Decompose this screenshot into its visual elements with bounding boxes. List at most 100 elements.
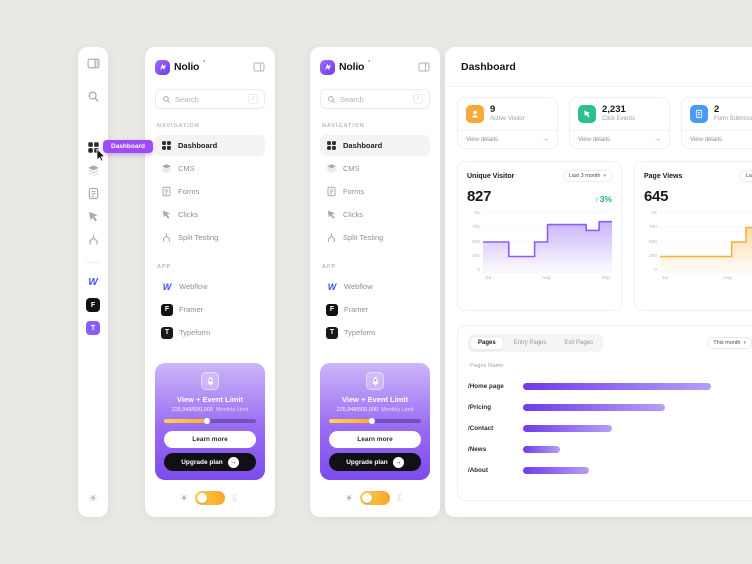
card-title: Page Views [644,172,683,180]
moon-icon: ☾ [232,492,241,503]
sidebar-item-forms[interactable]: Forms [155,181,265,202]
stat-card-click-events: 2,231 Click Events View details → [569,97,670,149]
theme-sun-icon[interactable]: ☀ [88,493,98,505]
bar [523,467,590,474]
sun-icon: ☀ [344,492,353,503]
app-section-label: APP [322,264,337,270]
clicks-icon[interactable] [87,210,100,223]
sidebar-item-dashboard[interactable]: Dashboard [320,135,430,156]
sidebar-item-clicks[interactable]: Clicks [155,204,265,225]
y-axis: 1K 750 500 250 0 [471,211,480,273]
theme-toggle[interactable] [360,491,390,505]
collapse-sidebar-icon[interactable] [418,61,430,73]
search-icon [328,95,336,103]
stats-row: 9 Active Visitor View details → 2,231 Cl… [445,87,752,149]
pages-panel: Pages Entry Pages Exit Pages This month … [457,325,752,501]
view-details-link[interactable]: View details → [682,130,752,148]
sidebar-expanded: Nolio ° Search / NAVIGATION Dashboard CMS… [310,47,440,517]
search-input[interactable]: Search / [320,89,430,109]
unique-visitor-chart [483,211,612,273]
collapsed-sidebar: W F T ☀ [78,47,108,517]
tab-exit-pages[interactable]: Exit Pages [564,340,594,346]
collapse-sidebar-icon[interactable] [253,61,265,73]
page-views-chart [660,211,752,273]
sidebar-toggle-icon[interactable] [87,57,100,70]
arrow-right-icon: → [654,136,661,143]
forms-icon[interactable] [87,187,100,200]
search-shortcut-key: / [248,94,258,104]
dashboard-icon[interactable] [87,141,100,154]
sidebar-item-label: CMS [178,164,195,173]
sidebar-item-split-testing[interactable]: Split Testing [155,227,265,248]
nolio-logo: Nolio ° [155,59,205,75]
theme-toggle[interactable] [195,491,225,505]
rocket-icon [366,372,384,390]
pages-bar-chart: /Home page /Pricing /Contact /News /Abou… [468,376,752,481]
learn-more-button[interactable]: Learn more [329,431,421,448]
typeform-icon: T [161,326,173,339]
nolio-logo-icon [155,59,170,75]
tab-pages[interactable]: Pages [470,336,504,350]
upgrade-plan-button[interactable]: Upgrade plan → [164,453,256,471]
sidebar-item-webflow[interactable]: W Webflow [320,276,430,297]
sidebar-item-typeform[interactable]: T Typeform [320,322,430,343]
stat-card-form-submissions: 2 Form Submissions View details → [681,97,752,149]
search-icon [163,95,171,103]
sidebar-item-label: Webflow [344,282,373,291]
sidebar-item-cms[interactable]: CMS [155,158,265,179]
card-title: Unique Visitor [467,172,515,180]
view-details-link[interactable]: View details → [570,130,669,148]
cms-icon [326,163,337,174]
sidebar-item-label: Forms [178,187,200,196]
sidebar-item-split-testing[interactable]: Split Testing [320,227,430,248]
stat-label: Form Submissions [714,116,752,123]
upgrade-title: View + Event Limit [177,395,243,404]
sidebar-item-typeform[interactable]: T Typeform [155,322,265,343]
pages-name-column-label: Pages Name [470,363,504,369]
nolio-logo: Nolio ° [320,59,370,75]
period-dropdown[interactable]: Last 3 month ▾ [562,170,612,182]
split-testing-icon[interactable] [87,233,100,246]
search-icon[interactable] [87,90,100,103]
usage-progress-bar [329,418,421,424]
learn-more-button[interactable]: Learn more [164,431,256,448]
rocket-icon [201,372,219,390]
sidebar-item-forms[interactable]: Forms [320,181,430,202]
bar [523,404,665,411]
arrow-right-icon: → [227,456,239,468]
month-dropdown[interactable]: This month ▾ [707,337,752,349]
x-axis: Jul Aug Sep [485,276,610,281]
tab-entry-pages[interactable]: Entry Pages [513,340,547,346]
sidebar-item-label: Forms [343,187,365,196]
app-section-label: APP [157,264,172,270]
stat-value: 9 [490,104,496,115]
typeform-icon[interactable]: T [86,321,100,335]
sidebar-item-clicks[interactable]: Clicks [320,204,430,225]
bar [523,446,560,453]
upgrade-plan-button[interactable]: Upgrade plan → [329,453,421,471]
usage-text: 225,948/500,000 Monthly Limit [171,407,249,413]
sidebar-item-framer[interactable]: F Framer [155,299,265,320]
sidebar-item-label: Clicks [178,210,198,219]
webflow-icon[interactable]: W [88,276,98,288]
framer-icon[interactable]: F [86,298,100,312]
sidebar-item-framer[interactable]: F Framer [320,299,430,320]
dashboard-icon [161,140,172,151]
period-dropdown[interactable]: Last 3 month ▾ [739,170,752,182]
bar-row: /Pricing [468,397,752,418]
metric-value: 645 [644,188,669,205]
click-events-icon [578,105,596,123]
webflow-icon: W [327,281,337,292]
sidebar-item-cms[interactable]: CMS [320,158,430,179]
app-name: Nolio [174,61,200,73]
cms-icon[interactable] [87,164,100,177]
sidebar-item-dashboard[interactable]: Dashboard [155,135,265,156]
view-details-link[interactable]: View details → [458,130,557,148]
split-testing-icon [161,232,172,243]
search-input[interactable]: Search / [155,89,265,109]
active-visitor-icon [466,105,484,123]
toggle-knob [197,493,207,503]
sidebar-item-webflow[interactable]: W Webflow [155,276,265,297]
search-placeholder: Search [340,94,364,104]
framer-icon: F [161,303,173,316]
